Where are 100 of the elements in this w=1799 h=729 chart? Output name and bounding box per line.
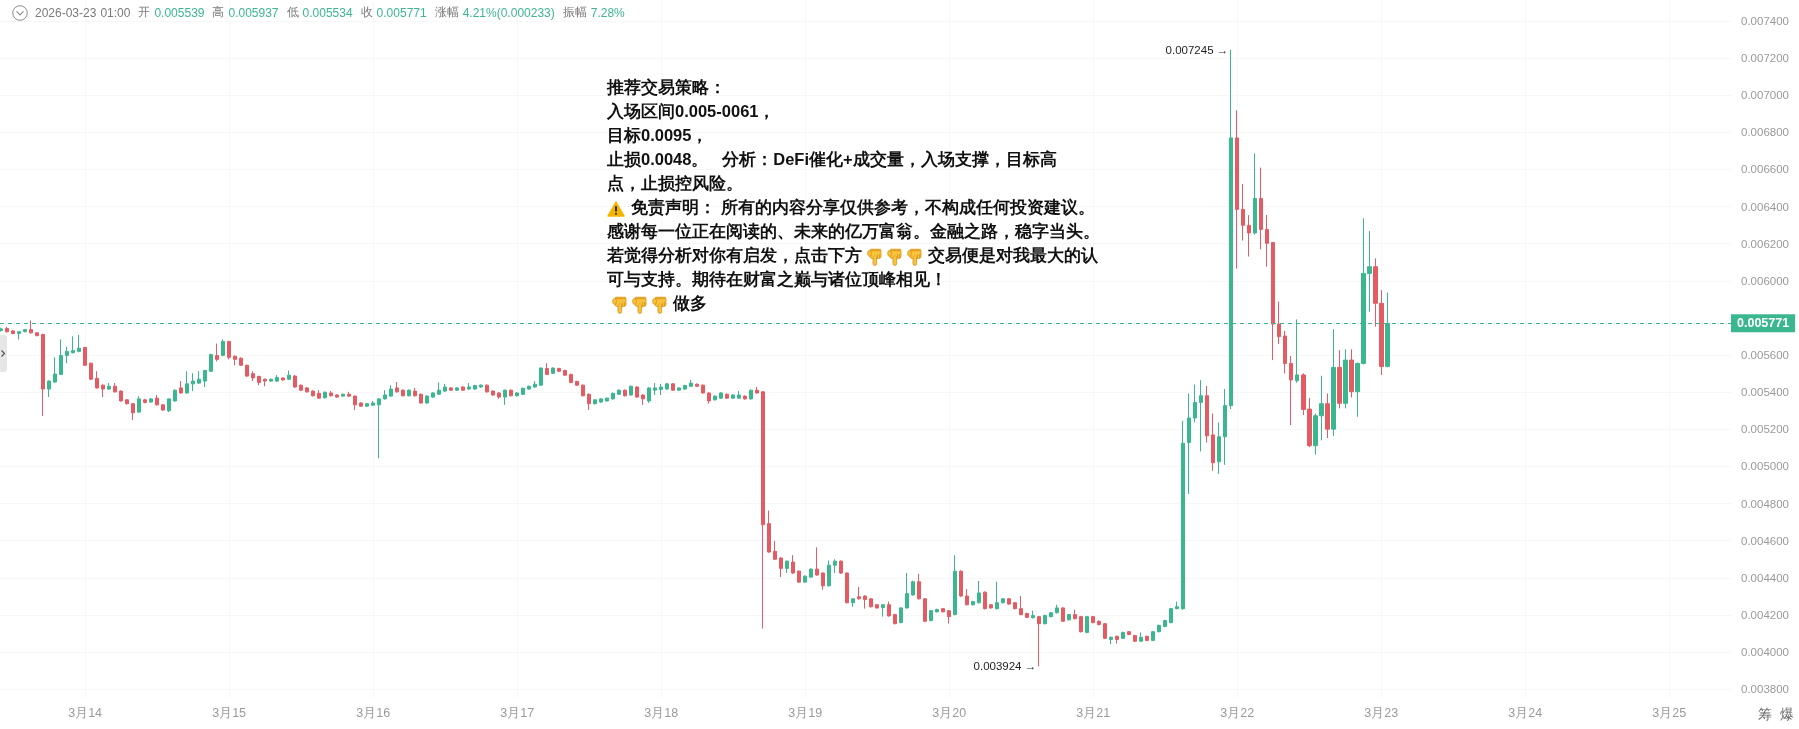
candlestick [281, 376, 285, 382]
candlestick [1235, 109, 1239, 270]
candlestick [1223, 388, 1227, 466]
annotation: 推荐交易策略： [607, 78, 726, 96]
candlestick [1079, 615, 1083, 633]
candlestick [1325, 393, 1330, 439]
candlestick [563, 369, 567, 377]
candlestick [1127, 630, 1131, 636]
y-tick-label: 0.003800 [1741, 683, 1789, 696]
candlestick [1217, 421, 1221, 475]
candlestick [1265, 214, 1269, 268]
ref-line-label: 0.005771 [1737, 316, 1790, 331]
annotation: 交易便是对我最大的认 [928, 246, 1098, 264]
candlestick [119, 389, 123, 403]
annotation: 0.003924 → [973, 660, 1037, 673]
candlestick [215, 343, 219, 362]
y-tick-label: 0.007400 [1741, 14, 1789, 27]
candlestick [1007, 597, 1011, 606]
candlestick [767, 510, 771, 554]
candlestick [893, 613, 897, 625]
text: 爆 [1780, 706, 1794, 723]
text: 筹 [1758, 706, 1772, 723]
x-tick-label: 3月22 [1220, 706, 1255, 720]
candlestick [1025, 612, 1029, 619]
y-tick-label: 0.007000 [1741, 89, 1789, 102]
candlestick [101, 383, 105, 398]
candlestick [11, 329, 15, 335]
candlestick [851, 597, 855, 608]
candlestick [287, 370, 291, 381]
candlestick [173, 388, 177, 403]
candlestick [83, 346, 87, 367]
x-tick-label: 3月21 [1076, 706, 1111, 720]
candlestick [53, 356, 57, 384]
y-tick-label: 0.004000 [1741, 646, 1789, 659]
candlestick [731, 393, 735, 400]
candlestick [1331, 328, 1336, 437]
candlestick [131, 402, 135, 421]
candlestick [1145, 635, 1149, 642]
candlestick [395, 381, 399, 394]
candlestick [641, 393, 645, 406]
candlestick [383, 389, 387, 401]
annotation: 做多 [673, 294, 707, 312]
candlestick [797, 569, 801, 584]
candlestick [485, 383, 489, 394]
candlestick [857, 586, 861, 601]
annotation: 点，止损控风险。 [607, 174, 743, 192]
candlestick [875, 603, 879, 610]
candlestick [707, 391, 711, 405]
candlestick [1193, 384, 1197, 423]
annotation: 可与支持。期待在财富之巅与诸位顶峰相见！ [607, 270, 947, 288]
candlestick [299, 383, 303, 392]
candlestick [617, 388, 621, 396]
candlestick [863, 594, 867, 610]
candlestick [1211, 413, 1215, 472]
candlestick [209, 353, 213, 373]
annotation: 目标0.0095， [607, 126, 709, 144]
candlestick [947, 609, 951, 625]
candlestick [239, 356, 243, 367]
candlestick [59, 339, 63, 376]
candlestick [785, 559, 789, 574]
candlestick [161, 403, 165, 412]
candlestick [713, 394, 717, 402]
candlestick [1259, 167, 1263, 250]
x-tick-label: 3月17 [500, 706, 535, 720]
y-tick-label: 0.004600 [1741, 534, 1789, 547]
candlestick [737, 390, 741, 400]
candlestick [677, 386, 681, 392]
x-tick-label: 3月19 [788, 706, 823, 720]
y-tick-label: 0.006800 [1741, 126, 1789, 139]
candlestick [587, 393, 591, 411]
candlestick [527, 385, 531, 391]
candlestick [1151, 630, 1155, 642]
candlestick [269, 377, 273, 383]
annotation: 入场区间0.005-0061， [607, 102, 776, 120]
candlestick [941, 607, 945, 614]
candlestick [1199, 379, 1203, 452]
candlestick [359, 401, 363, 408]
candlestick [1031, 610, 1035, 619]
candlestick [755, 386, 759, 395]
candlestick [221, 339, 225, 357]
candlestick [1115, 635, 1119, 645]
candlestick [353, 394, 357, 411]
candlestick [125, 398, 129, 405]
candlestick [401, 388, 405, 397]
candlestick [233, 354, 237, 366]
candlestick [1271, 241, 1275, 361]
candlestick [761, 390, 765, 630]
candlestick [623, 388, 627, 397]
annotation: 感谢每一位正在阅读的、未来的亿万富翁。金融之路，稳字当头。 [607, 222, 1100, 240]
y-tick-label: 0.006200 [1741, 237, 1789, 250]
y-tick-label: 0.004800 [1741, 497, 1789, 510]
candlestick [1181, 420, 1185, 611]
candlestick [137, 395, 141, 414]
candlestick [497, 391, 501, 400]
candlestick [689, 379, 693, 388]
candlestick [0, 327, 3, 333]
candlestick [179, 380, 183, 395]
x-tick-label: 3月14 [68, 706, 103, 720]
candlestick [995, 581, 999, 610]
candlestick [29, 320, 33, 335]
